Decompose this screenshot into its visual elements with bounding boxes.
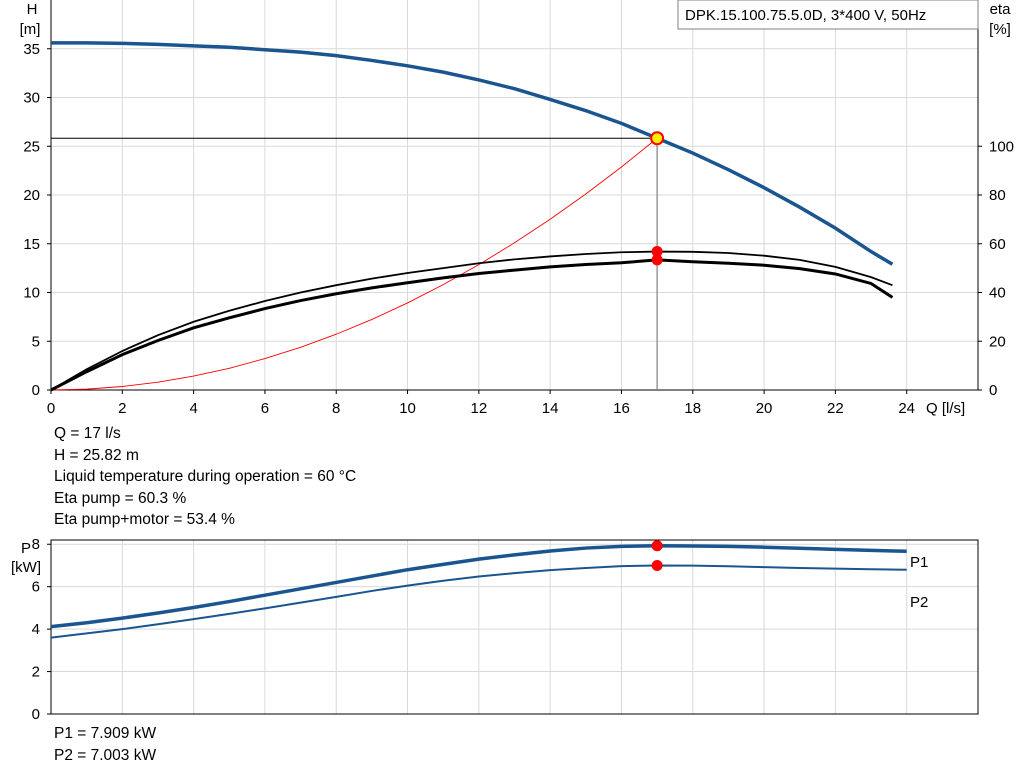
performance-chart: 0 2 4 6 8 10 12 14 16 18 20 22 240510152025303502040…	[20, 0, 1014, 417]
x-tick-label: 0	[47, 400, 55, 417]
x-tick-label: 14	[542, 400, 559, 417]
x-tick-label: 20	[756, 400, 773, 417]
power-y-tick-label: 2	[32, 664, 40, 681]
power-axis-unit: [kW]	[11, 559, 41, 576]
y-left-tick-label: 5	[32, 333, 40, 350]
y-left-tick-label: 20	[23, 187, 40, 204]
p1-curve	[50, 543, 907, 629]
x-tick-label: 4	[189, 400, 197, 417]
x-tick-label: 18	[684, 400, 701, 417]
power-y-tick-label: 4	[32, 621, 40, 638]
chart-title: DPK.15.100.75.5.0D, 3*400 V, 50Hz	[685, 7, 926, 24]
power-y-tick-label: 6	[32, 579, 40, 596]
info-liquid-temperature: Liquid temperature during operation = 60…	[54, 468, 357, 485]
y-right-tick-label: 100	[989, 138, 1014, 155]
info-eta-pump-motor: Eta pump+motor = 53.4 %	[54, 511, 235, 528]
y-right-tick-label: 40	[989, 285, 1006, 302]
title-box	[677, 0, 979, 30]
x-tick-label: 10	[399, 400, 416, 417]
p2-curve	[50, 564, 907, 639]
y-right-tick-label: 0	[989, 382, 997, 399]
y-left-tick-label: 0	[32, 382, 40, 399]
p1-marker	[651, 540, 663, 552]
p2-marker	[651, 559, 663, 571]
y-left-tick-label: 15	[23, 236, 40, 253]
main-grid	[50, 0, 978, 390]
y-right-tick-label: 60	[989, 236, 1006, 253]
eta-pump-motor-marker	[651, 254, 663, 266]
x-tick-label: 16	[613, 400, 630, 417]
info-p2: P2 = 7.003 kW	[54, 746, 157, 764]
y-left-tick-label: 30	[23, 90, 40, 107]
power-axis-name: P	[21, 540, 31, 557]
eta-pump-motor-curve	[50, 258, 894, 392]
duty-point-info: Q = 17 l/s H = 25.82 m Liquid temperatur…	[54, 423, 356, 531]
info-p1: P1 = 7.909 kW	[54, 725, 157, 742]
y-left-axis-name: H	[27, 1, 38, 18]
info-eta-pump: Eta pump = 60.3 %	[54, 489, 187, 507]
power-grid	[50, 540, 978, 714]
x-tick-label: 22	[827, 400, 844, 417]
power-info: P1 = 7.909 kW P2 = 7.003 kW	[54, 723, 156, 766]
y-right-tick-label: 80	[989, 187, 1006, 204]
power-y-tick-label: 8	[32, 536, 40, 553]
y-right-axis-unit: [%]	[989, 21, 1011, 38]
x-tick-label: 6	[261, 400, 269, 417]
y-right-axis-name: eta	[990, 1, 1012, 18]
system-curve	[50, 137, 658, 391]
x-axis-label: Q [l/s]	[926, 400, 965, 417]
head-curve	[51, 41, 894, 266]
y-left-tick-label: 25	[23, 138, 40, 155]
info-head: H = 25.82 m	[54, 446, 139, 464]
y-left-tick-label: 35	[23, 41, 40, 58]
x-tick-label: 24	[898, 400, 915, 417]
p1-legend-label: P1	[910, 554, 928, 571]
y-left-tick-label: 10	[23, 285, 40, 302]
x-tick-label: 2	[118, 400, 126, 417]
power-y-tick-label: 0	[32, 706, 40, 723]
x-tick-label: 12	[471, 400, 488, 417]
y-left-axis-unit: [m]	[20, 21, 41, 38]
duty-point-marker	[650, 131, 665, 146]
info-flow: Q = 17 l/s	[54, 425, 121, 442]
p2-legend-label: P2	[910, 594, 928, 611]
eta-pump-curve	[50, 250, 893, 391]
eta-pump-marker	[651, 246, 663, 258]
y-right-tick-label: 20	[989, 333, 1006, 350]
power-frame	[50, 539, 979, 715]
x-tick-label: 8	[332, 400, 340, 417]
